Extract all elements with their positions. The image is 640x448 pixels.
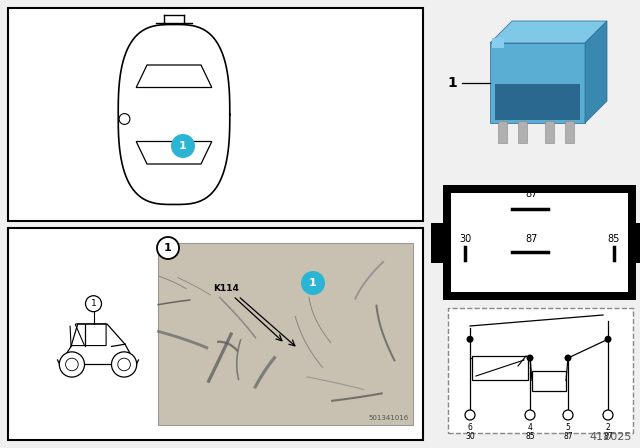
Circle shape (301, 271, 325, 295)
Text: 87: 87 (525, 189, 538, 199)
Bar (532, 370, 566, 391)
Bar (8, 8, 423, 221)
Bar (8, 228, 423, 440)
Text: 87: 87 (563, 432, 573, 441)
Circle shape (564, 354, 572, 362)
Text: 30: 30 (465, 432, 475, 441)
Bar (472, 356, 528, 380)
Polygon shape (490, 21, 607, 43)
Circle shape (157, 237, 179, 259)
Circle shape (563, 410, 573, 420)
Text: 412025: 412025 (589, 432, 632, 442)
Circle shape (171, 134, 195, 158)
Bar (565, 121, 574, 143)
Circle shape (527, 354, 534, 362)
Text: 1: 1 (91, 299, 97, 308)
Text: K114: K114 (213, 284, 239, 293)
Text: 501341016: 501341016 (369, 415, 409, 421)
Bar (492, 38, 504, 48)
Bar (634, 223, 640, 263)
Circle shape (118, 358, 131, 371)
Bar (431, 223, 445, 263)
Circle shape (111, 352, 137, 377)
Text: 1: 1 (447, 76, 457, 90)
Circle shape (66, 358, 78, 371)
Text: 1: 1 (164, 243, 172, 253)
Circle shape (467, 336, 474, 343)
Text: 2: 2 (605, 423, 611, 432)
Text: 30: 30 (459, 234, 471, 244)
Text: 6: 6 (468, 423, 472, 432)
Text: 5: 5 (566, 423, 570, 432)
Circle shape (525, 410, 535, 420)
Circle shape (86, 296, 102, 312)
Bar (490, 43, 585, 123)
Text: 85: 85 (608, 234, 620, 244)
Bar (451, 193, 628, 292)
Bar (158, 243, 413, 425)
Text: 87: 87 (603, 432, 613, 441)
Circle shape (465, 410, 475, 420)
Text: 87: 87 (525, 234, 538, 244)
Bar (518, 121, 527, 143)
Circle shape (60, 352, 84, 377)
Circle shape (605, 336, 611, 343)
Bar (545, 121, 554, 143)
Text: 4: 4 (527, 423, 532, 432)
Polygon shape (585, 21, 607, 123)
Bar (498, 121, 507, 143)
Text: 1: 1 (309, 278, 317, 288)
Text: 85: 85 (525, 432, 535, 441)
Bar (448, 308, 633, 433)
Circle shape (603, 410, 613, 420)
Text: 1: 1 (179, 141, 187, 151)
Bar (495, 84, 580, 120)
Bar (443, 185, 636, 300)
